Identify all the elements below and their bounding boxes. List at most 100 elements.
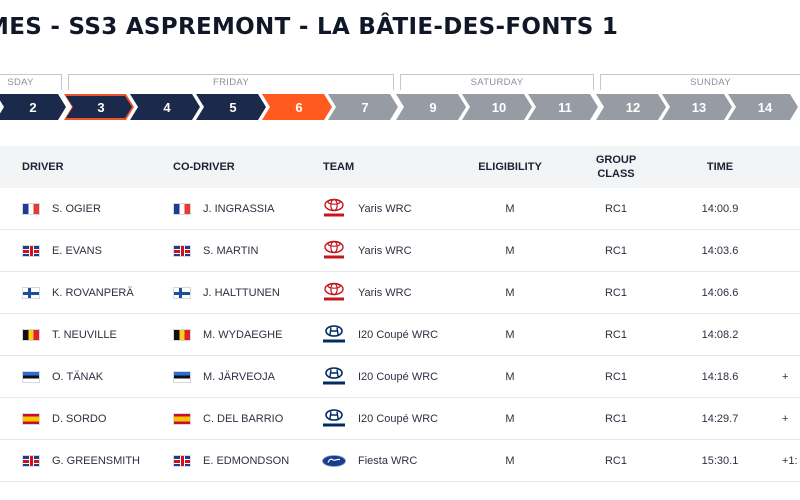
group-class-cell: RC1 [604, 329, 627, 341]
eligibility-cell: M [505, 371, 515, 383]
hyundai-logo-icon [320, 366, 348, 388]
stage-number: 2 [29, 99, 37, 115]
table-header: DRIVER CO-DRIVER TEAM ELIGIBILITY GROUP … [0, 146, 800, 188]
stage-button-5[interactable]: 5 [196, 94, 266, 120]
codriver-cell: J. HALTTUNEN [173, 272, 280, 314]
driver-flag-icon [22, 371, 40, 383]
table-row[interactable]: D. SORDO C. DEL BARRIO I20 Coupé WRC M R… [0, 398, 800, 440]
time-cell: 14:08.2 [701, 329, 739, 341]
group-class-cell: RC1 [604, 287, 627, 299]
driver-name[interactable]: K. ROVANPERÄ [52, 287, 134, 299]
day-group-saturday: SATURDAY [400, 74, 594, 90]
team-name: Yaris WRC [358, 203, 412, 215]
eligibility-cell: M [505, 455, 515, 467]
toyota-logo-icon [320, 282, 348, 304]
day-label: SDAY [7, 77, 34, 88]
codriver-cell: M. WYDAEGHE [173, 314, 282, 356]
driver-flag-icon [22, 245, 40, 257]
time-cell: 14:29.7 [701, 413, 739, 425]
group-label: GROUP [595, 154, 637, 166]
team-name: I20 Coupé WRC [358, 413, 439, 425]
eligibility-cell: M [505, 203, 515, 215]
column-header-group-class: GROUP CLASS [580, 146, 652, 188]
driver-cell: S. OGIER [22, 188, 101, 230]
codriver-name[interactable]: S. MARTIN [203, 245, 259, 257]
driver-flag-icon [22, 203, 40, 215]
stage-button-10[interactable]: 10 [462, 94, 532, 120]
group-class-cell: RC1 [604, 203, 627, 215]
driver-flag-icon [22, 329, 40, 341]
stage-number: 9 [429, 99, 437, 115]
team-cell: Fiesta WRC [320, 440, 417, 482]
gap-cell: + [782, 371, 789, 383]
team-cell: Yaris WRC [320, 230, 412, 272]
stage-button-2[interactable]: 2 [0, 94, 66, 120]
driver-cell: O. TÄNAK [22, 356, 103, 398]
stage-button-9[interactable]: 9 [396, 94, 466, 120]
driver-name[interactable]: E. EVANS [52, 245, 102, 257]
codriver-name[interactable]: M. WYDAEGHE [203, 329, 283, 341]
column-header-team: TEAM [323, 161, 355, 173]
day-label: FRIDAY [213, 77, 249, 88]
codriver-cell: C. DEL BARRIO [173, 398, 283, 440]
time-cell: 14:18.6 [701, 371, 739, 383]
driver-name[interactable]: O. TÄNAK [52, 371, 104, 383]
time-cell: 14:00.9 [701, 203, 739, 215]
table-row[interactable]: K. ROVANPERÄ J. HALTTUNEN Yaris WRC M RC… [0, 272, 800, 314]
column-header-codriver: CO-DRIVER [173, 161, 235, 173]
stage-number: 12 [625, 99, 641, 115]
stage-number: 5 [229, 99, 237, 115]
day-label: SUNDAY [690, 77, 731, 88]
page-title: MES - SS3 ASPREMONT - LA BÂTIE-DES-FONTS… [0, 14, 619, 40]
codriver-flag-icon [173, 245, 191, 257]
table-row[interactable]: G. GREENSMITH E. EDMONDSON Fiesta WRC M … [0, 440, 800, 482]
codriver-flag-icon [173, 413, 191, 425]
gap-cell: + [782, 413, 789, 425]
codriver-name[interactable]: J. INGRASSIA [203, 203, 275, 215]
table-row[interactable]: S. OGIER J. INGRASSIA Yaris WRC M RC1 14… [0, 188, 800, 230]
hyundai-logo-icon [320, 324, 348, 346]
stage-number: 6 [295, 99, 303, 115]
table-row[interactable]: E. EVANS S. MARTIN Yaris WRC M RC1 14:03… [0, 230, 800, 272]
codriver-flag-icon [173, 329, 191, 341]
time-cell: 14:06.6 [701, 287, 739, 299]
stage-button-3[interactable]: 3 [64, 94, 134, 120]
driver-name[interactable]: S. OGIER [52, 203, 101, 215]
codriver-flag-icon [173, 287, 191, 299]
stage-button-11[interactable]: 11 [528, 94, 598, 120]
codriver-cell: E. EDMONDSON [173, 440, 289, 482]
stage-button-4[interactable]: 4 [130, 94, 200, 120]
codriver-name[interactable]: M. JÄRVEOJA [203, 371, 275, 383]
group-class-cell: RC1 [604, 245, 627, 257]
day-label: SATURDAY [470, 77, 524, 88]
team-cell: Yaris WRC [320, 188, 412, 230]
codriver-cell: M. JÄRVEOJA [173, 356, 275, 398]
gap-cell: +1: [782, 455, 798, 467]
stage-number: 4 [163, 99, 171, 115]
codriver-cell: S. MARTIN [173, 230, 258, 272]
codriver-name[interactable]: C. DEL BARRIO [203, 413, 284, 425]
driver-name[interactable]: G. GREENSMITH [52, 455, 141, 467]
driver-name[interactable]: D. SORDO [52, 413, 107, 425]
stage-button-12[interactable]: 12 [596, 94, 666, 120]
day-group-thursday: SDAY [0, 74, 62, 90]
stage-button-7[interactable]: 7 [328, 94, 398, 120]
time-cell: 14:03.6 [701, 245, 739, 257]
driver-flag-icon [22, 455, 40, 467]
table-row[interactable]: T. NEUVILLE M. WYDAEGHE I20 Coupé WRC M … [0, 314, 800, 356]
stage-button-6[interactable]: 6 [262, 94, 332, 120]
driver-flag-icon [22, 287, 40, 299]
driver-flag-icon [22, 413, 40, 425]
driver-name[interactable]: T. NEUVILLE [52, 329, 117, 341]
codriver-flag-icon [173, 371, 191, 383]
column-header-time: TIME [706, 161, 734, 173]
table-row[interactable]: O. TÄNAK M. JÄRVEOJA I20 Coupé WRC M RC1… [0, 356, 800, 398]
codriver-name[interactable]: E. EDMONDSON [203, 455, 290, 467]
codriver-name[interactable]: J. HALTTUNEN [203, 287, 280, 299]
day-groups: SDAY FRIDAY SATURDAY SUNDAY [0, 74, 800, 90]
stage-button-14[interactable]: 14 [728, 94, 798, 120]
team-cell: Yaris WRC [320, 272, 412, 314]
stage-button-13[interactable]: 13 [662, 94, 732, 120]
driver-cell: E. EVANS [22, 230, 102, 272]
eligibility-cell: M [505, 287, 515, 299]
